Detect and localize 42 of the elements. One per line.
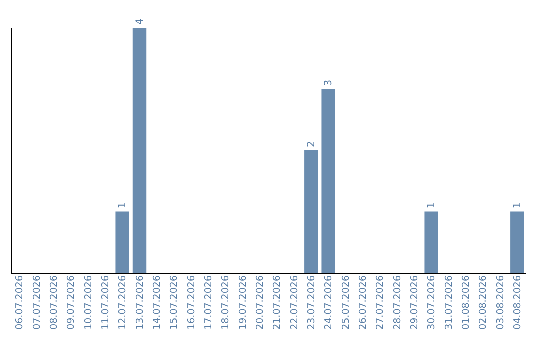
data-label: 1 [512, 202, 524, 209]
x-tick-label: 23.07.2026 [306, 276, 318, 330]
x-tick-label: 26.07.2026 [358, 276, 369, 330]
x-tick-label: 09.07.2026 [66, 276, 78, 330]
bar [132, 28, 147, 273]
x-tick-label: 07.07.2026 [32, 276, 43, 330]
x-tick-label: 03.08.2026 [495, 276, 506, 330]
x-tick-label: 12.07.2026 [118, 276, 129, 330]
x-tick-label: 01.08.2026 [460, 276, 472, 330]
x-tick-label: 17.07.2026 [203, 276, 214, 330]
x-tick-label: 21.07.2026 [272, 276, 284, 330]
data-label: 1 [426, 202, 438, 209]
x-tick-label: 29.07.2026 [409, 276, 420, 330]
x-tick-label: 22.07.2026 [289, 276, 300, 330]
x-tick-label: 14.07.2026 [152, 276, 163, 330]
x-tick-label: 02.08.2026 [478, 276, 490, 330]
x-tick-label: 25.07.2026 [340, 276, 352, 330]
x-tick-label: 24.07.2026 [324, 276, 335, 330]
x-tick-label: 20.07.2026 [254, 276, 266, 330]
x-tick-label: 10.07.2026 [83, 276, 94, 330]
data-label: 1 [118, 202, 129, 209]
bar [424, 212, 438, 273]
data-label: 2 [306, 141, 318, 148]
x-tick-label: 18.07.2026 [220, 276, 232, 330]
x-tick-label: 06.07.2026 [14, 276, 26, 330]
bar [116, 212, 130, 273]
x-tick-label: 13.07.2026 [134, 276, 146, 330]
x-tick-label: 19.07.2026 [238, 276, 249, 330]
x-tick-label: 28.07.2026 [392, 276, 404, 330]
x-tick-label: 30.07.2026 [426, 276, 438, 330]
x-tick-label: 15.07.2026 [169, 276, 180, 330]
data-label: 4 [134, 18, 146, 25]
bar [304, 150, 318, 273]
x-tick-label: 31.07.2026 [444, 276, 455, 330]
x-tick-label: 04.08.2026 [512, 276, 524, 330]
data-label: 3 [324, 80, 335, 86]
x-tick-label: 16.07.2026 [186, 276, 198, 330]
x-tick-label: 11.07.2026 [100, 276, 112, 330]
x-tick-label: 08.07.2026 [48, 276, 60, 330]
bar [510, 212, 524, 273]
x-tick-label: 27.07.2026 [375, 276, 386, 330]
bar [322, 89, 336, 273]
